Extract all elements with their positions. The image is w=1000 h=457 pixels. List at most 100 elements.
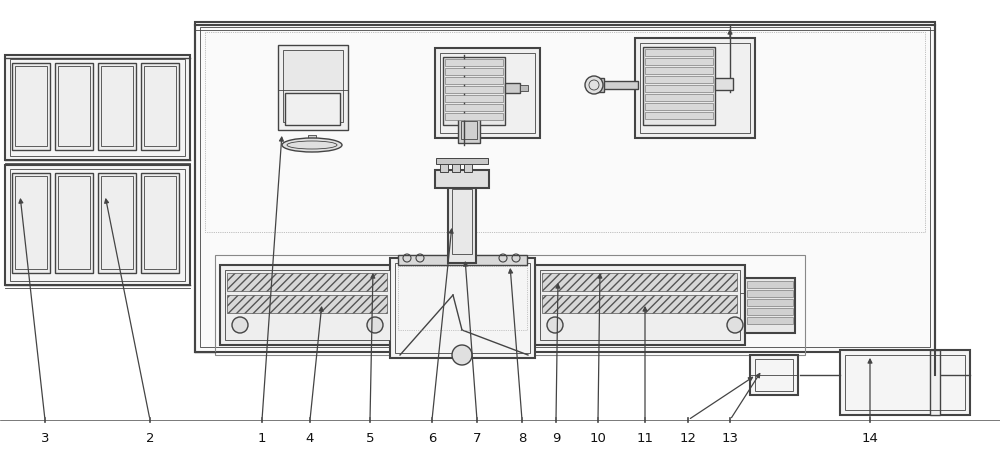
Bar <box>12 63 50 150</box>
Bar <box>308 135 316 147</box>
Bar <box>55 173 93 273</box>
Bar <box>12 173 50 273</box>
Circle shape <box>367 317 383 333</box>
Bar <box>225 270 390 340</box>
Bar <box>220 265 395 345</box>
Bar <box>445 113 503 120</box>
Bar <box>747 317 793 324</box>
Bar <box>452 189 472 254</box>
Bar <box>747 308 793 315</box>
Bar <box>15 66 47 146</box>
Bar <box>445 77 503 84</box>
Bar <box>645 49 713 56</box>
Bar <box>715 78 733 90</box>
Bar <box>195 22 935 352</box>
Bar <box>10 59 185 156</box>
Text: 13: 13 <box>722 432 738 445</box>
Bar <box>645 85 713 92</box>
Text: 2: 2 <box>146 432 154 445</box>
Bar <box>645 112 713 119</box>
Bar <box>101 66 133 146</box>
Bar <box>101 176 133 269</box>
Bar <box>535 265 745 345</box>
Bar <box>445 59 503 66</box>
Bar <box>747 299 793 306</box>
Bar <box>227 273 387 291</box>
Bar <box>840 350 970 415</box>
Bar <box>398 266 527 330</box>
Bar <box>750 355 798 395</box>
Bar <box>755 359 793 391</box>
Bar <box>436 158 488 164</box>
Bar <box>200 27 930 347</box>
Bar <box>10 169 185 281</box>
Bar <box>5 165 190 285</box>
Bar <box>144 66 176 146</box>
Bar <box>283 50 343 122</box>
Bar <box>445 95 503 102</box>
Bar <box>461 121 477 139</box>
Bar <box>640 43 750 133</box>
Bar <box>390 258 535 358</box>
Bar <box>435 170 489 188</box>
Bar <box>520 85 528 91</box>
Text: 14: 14 <box>862 432 878 445</box>
Circle shape <box>452 345 472 365</box>
Bar <box>458 118 480 143</box>
Text: 3: 3 <box>41 432 49 445</box>
Bar <box>445 86 503 93</box>
Bar <box>845 355 965 410</box>
Bar <box>205 32 925 232</box>
Bar <box>58 66 90 146</box>
Bar <box>98 173 136 273</box>
Bar <box>635 38 755 138</box>
Ellipse shape <box>282 138 342 152</box>
Bar <box>452 162 460 172</box>
Bar <box>645 76 713 83</box>
Bar <box>645 94 713 101</box>
Bar <box>227 295 387 313</box>
Bar <box>5 55 190 160</box>
Bar <box>464 162 472 172</box>
Bar <box>215 255 805 355</box>
Text: 5: 5 <box>366 432 374 445</box>
Text: 8: 8 <box>518 432 526 445</box>
Bar <box>141 173 179 273</box>
Circle shape <box>585 76 603 94</box>
Text: 9: 9 <box>552 432 560 445</box>
Bar <box>443 57 505 125</box>
Bar <box>747 281 793 288</box>
Bar <box>398 255 527 265</box>
Bar <box>395 263 530 353</box>
Text: 12: 12 <box>680 432 696 445</box>
Bar <box>435 48 540 138</box>
Bar <box>645 67 713 74</box>
Text: 6: 6 <box>428 432 436 445</box>
Text: 10: 10 <box>590 432 606 445</box>
Bar <box>285 93 340 125</box>
Bar <box>747 290 793 297</box>
Bar <box>58 176 90 269</box>
Bar <box>278 45 348 130</box>
Text: 4: 4 <box>306 432 314 445</box>
Bar <box>440 53 535 133</box>
Circle shape <box>727 317 743 333</box>
Bar <box>448 185 476 263</box>
Text: 7: 7 <box>473 432 481 445</box>
Bar <box>445 104 503 111</box>
Bar <box>55 63 93 150</box>
Bar <box>745 278 795 333</box>
Text: 1: 1 <box>258 432 266 445</box>
Bar <box>600 81 638 89</box>
Circle shape <box>232 317 248 333</box>
Bar <box>645 103 713 110</box>
Bar <box>98 63 136 150</box>
Bar <box>645 58 713 65</box>
Bar <box>445 68 503 75</box>
Bar <box>505 83 520 93</box>
Bar <box>643 47 715 125</box>
Bar <box>15 176 47 269</box>
Circle shape <box>547 317 563 333</box>
Bar <box>141 63 179 150</box>
Bar <box>542 273 737 291</box>
